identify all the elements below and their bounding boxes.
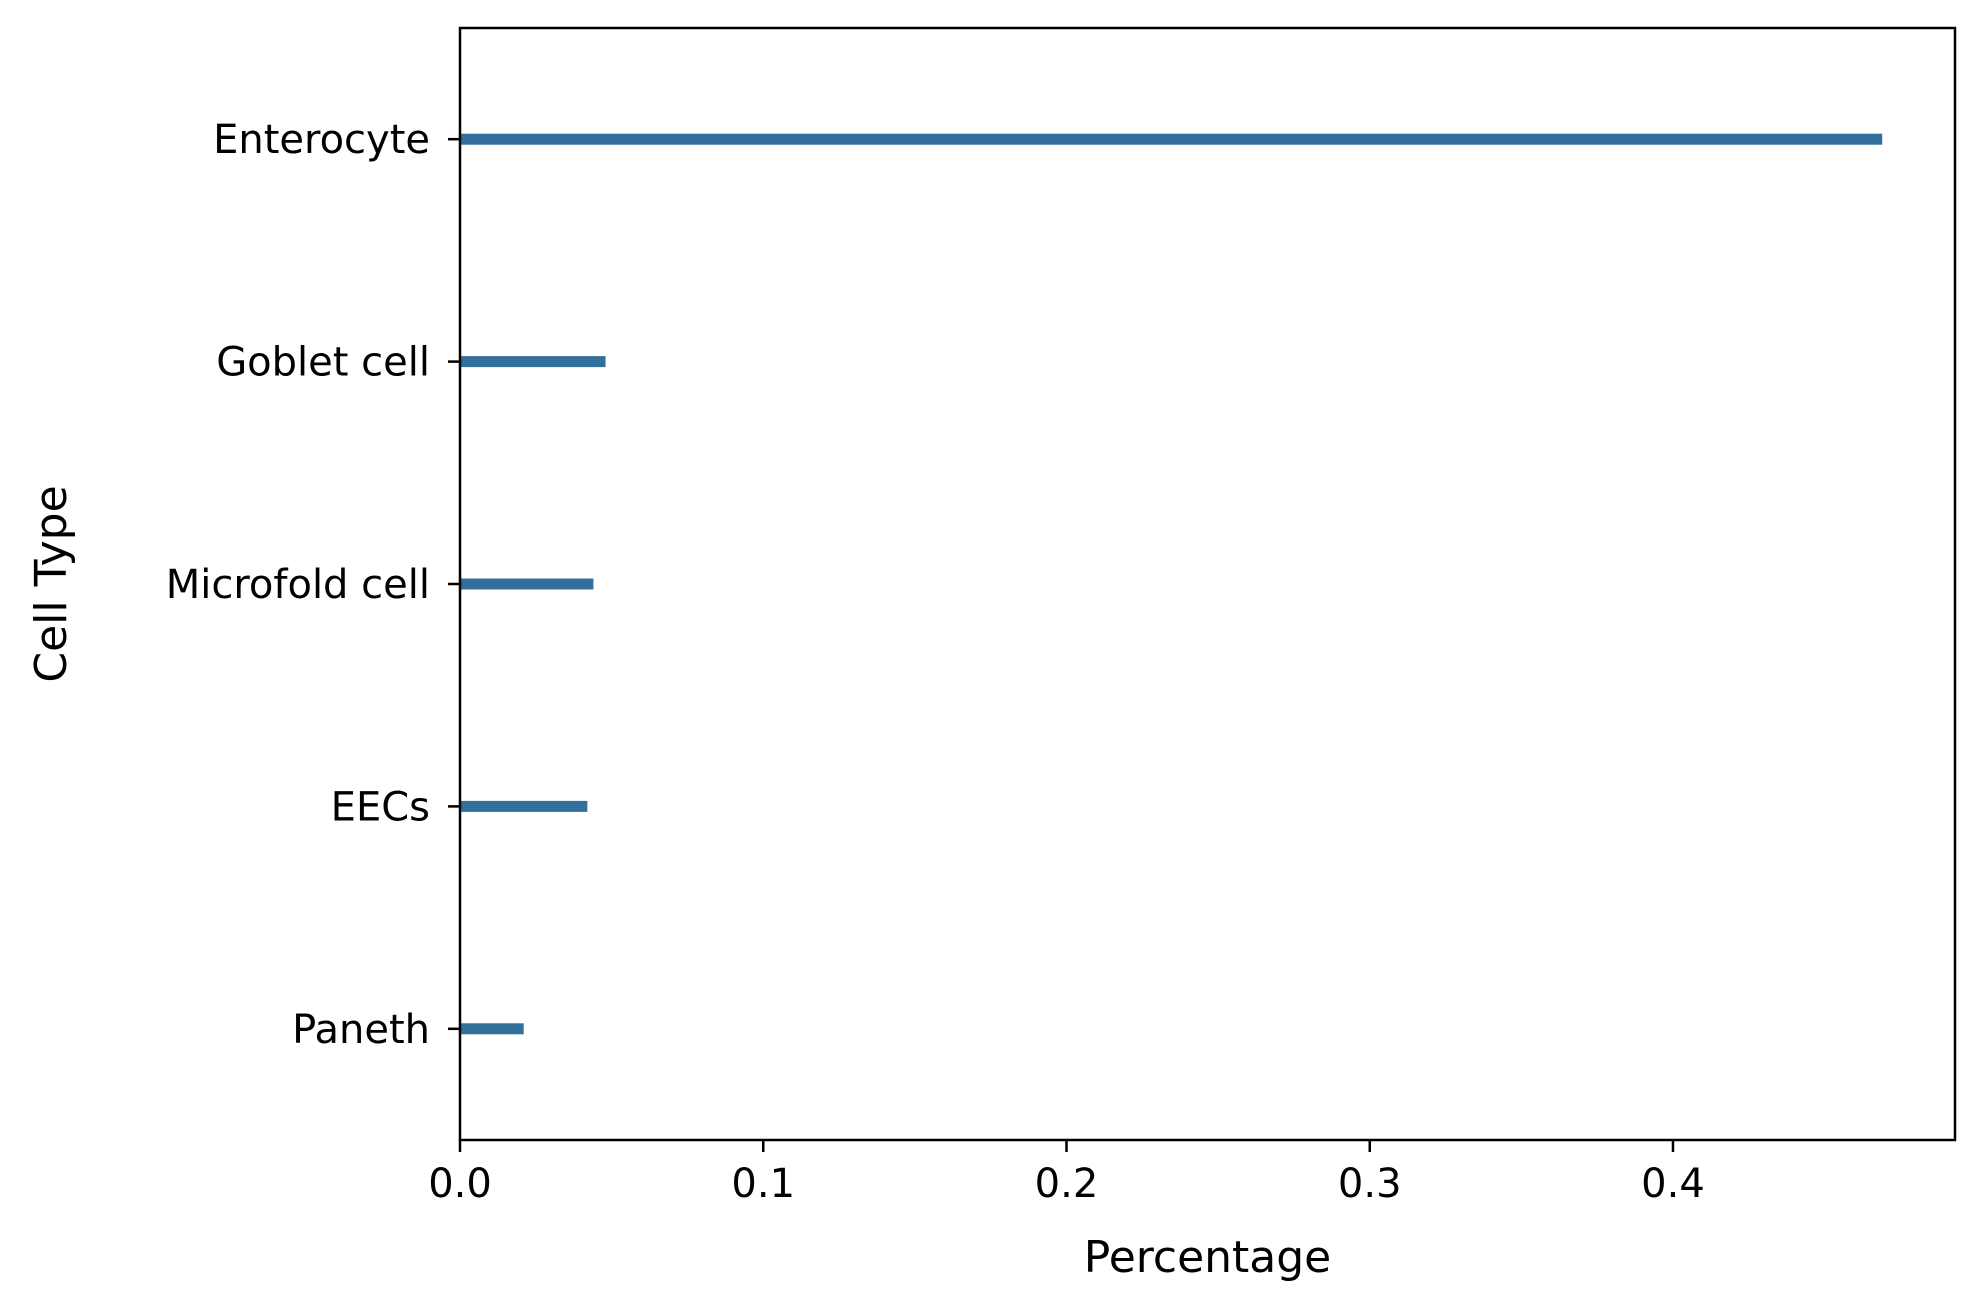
- y-tick-label: Enterocyte: [213, 117, 430, 163]
- x-tick-label: 0.2: [1035, 1161, 1099, 1207]
- y-tick-label: EECs: [331, 784, 430, 830]
- x-tick-label: 0.1: [731, 1161, 795, 1207]
- x-tick-label: 0.3: [1338, 1161, 1402, 1207]
- bars-layer: [460, 133, 1883, 1035]
- x-tick-label: 0.0: [428, 1161, 492, 1207]
- bar-eecs: [460, 800, 588, 812]
- bar-microfold-cell: [460, 578, 594, 590]
- plot-frame: [458, 26, 1957, 1142]
- y-tick-label: Goblet cell: [216, 340, 430, 386]
- y-axis-title: Cell Type: [26, 485, 77, 682]
- y-axis: Enterocyte Goblet cell Microfold cell EECs P…: [166, 117, 460, 1053]
- x-axis: 0.0 0.1 0.2 0.3 0.4: [428, 1140, 1705, 1207]
- y-tick-label: Paneth: [292, 1007, 430, 1053]
- y-tick-label: Microfold cell: [166, 562, 430, 608]
- bar-paneth: [460, 1023, 524, 1035]
- x-axis-title: Percentage: [1084, 1232, 1332, 1283]
- bar-enterocyte: [460, 133, 1883, 145]
- bar-goblet-cell: [460, 356, 606, 368]
- x-tick-label: 0.4: [1641, 1161, 1705, 1207]
